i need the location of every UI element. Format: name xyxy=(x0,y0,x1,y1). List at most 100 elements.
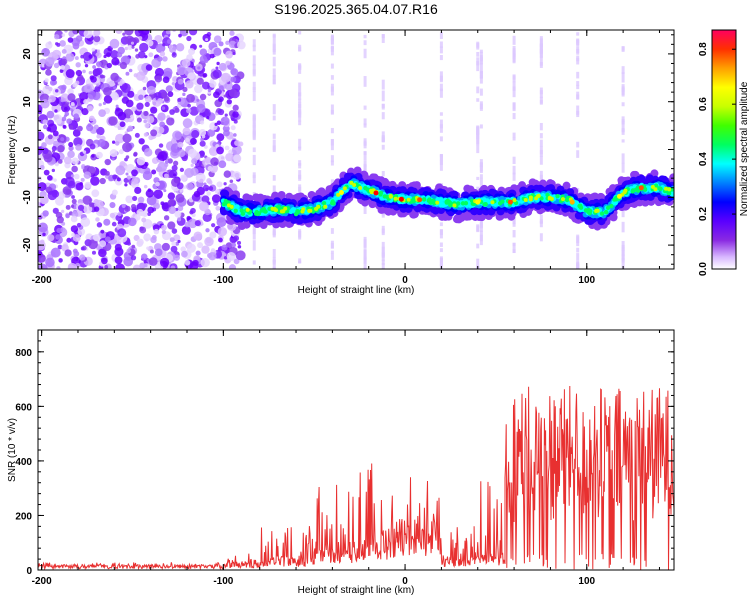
noise-blob xyxy=(66,237,72,243)
noise-blob xyxy=(144,55,148,59)
noise-blob xyxy=(76,222,82,228)
noise-blob xyxy=(134,48,139,52)
noise-blob xyxy=(187,218,198,229)
noise-blob xyxy=(154,67,164,77)
streak-mark xyxy=(298,46,302,52)
noise-blob xyxy=(56,266,61,269)
streak-mark xyxy=(621,46,625,52)
noise-blob xyxy=(143,119,147,124)
noise-blob xyxy=(38,176,43,182)
noise-blob xyxy=(162,56,168,62)
streak-mark xyxy=(512,137,516,141)
streak-mark xyxy=(252,229,256,240)
noise-blob xyxy=(124,118,130,123)
noise-blob xyxy=(171,82,175,86)
noise-blob xyxy=(204,156,212,164)
noise-blob xyxy=(115,104,119,108)
noise-blob xyxy=(126,175,131,180)
noise-blob xyxy=(65,69,75,79)
noise-blob xyxy=(131,177,139,185)
noise-blob xyxy=(171,241,177,247)
noise-blob xyxy=(177,217,182,222)
noise-blob xyxy=(109,149,118,158)
noise-blob xyxy=(143,184,148,189)
noise-blob xyxy=(77,125,83,132)
ridge-mark xyxy=(463,184,472,193)
noise-blob xyxy=(166,39,172,44)
streak-mark xyxy=(576,253,580,261)
noise-blob xyxy=(188,148,197,158)
noise-blob xyxy=(142,203,148,208)
streak-mark xyxy=(381,170,385,177)
streak-mark xyxy=(439,55,443,61)
noise-blob xyxy=(124,30,134,36)
streak-mark xyxy=(330,83,334,92)
ridge-mark xyxy=(342,186,347,191)
noise-blob xyxy=(54,162,59,167)
noise-blob xyxy=(82,195,92,205)
noise-blob xyxy=(83,171,92,179)
ridge-mark xyxy=(233,208,238,214)
noise-blob xyxy=(197,242,204,249)
streak-mark xyxy=(252,240,256,251)
streak-mark xyxy=(272,133,276,139)
noise-blob xyxy=(74,56,79,61)
streak-mark xyxy=(381,112,385,120)
noise-blob xyxy=(131,244,136,249)
streak-mark xyxy=(576,263,580,269)
noise-blob xyxy=(102,101,107,105)
noise-blob xyxy=(53,178,57,182)
noise-blob xyxy=(192,259,199,267)
noise-blob xyxy=(229,30,235,36)
streak-mark xyxy=(539,219,543,223)
streak-mark xyxy=(479,49,483,54)
streak-mark xyxy=(576,81,580,86)
streak-mark xyxy=(363,140,367,149)
streak-mark xyxy=(363,76,367,87)
noise-blob xyxy=(136,208,144,216)
streak-mark xyxy=(539,139,543,147)
streak-mark xyxy=(476,136,480,146)
noise-blob xyxy=(205,237,212,244)
streak-mark xyxy=(621,66,625,74)
ridge-mark xyxy=(547,195,552,200)
streak-mark xyxy=(621,213,625,218)
noise-blob xyxy=(157,97,164,104)
noise-blob xyxy=(104,170,110,176)
ridge-mark xyxy=(528,197,533,202)
ridge-mark xyxy=(426,198,432,203)
noise-blob xyxy=(136,156,146,166)
noise-blob xyxy=(70,204,75,208)
noise-blob xyxy=(126,248,132,254)
noise-blob xyxy=(110,49,119,59)
noise-blob xyxy=(218,96,224,102)
spectrogram-xtick-label: -200 xyxy=(32,275,52,286)
noise-blob xyxy=(42,210,49,217)
noise-blob xyxy=(216,217,227,228)
noise-blob xyxy=(96,83,100,87)
noise-blob xyxy=(233,235,240,242)
noise-blob xyxy=(111,189,118,196)
noise-blob xyxy=(224,113,228,117)
noise-blob xyxy=(228,88,238,98)
noise-blob xyxy=(235,250,246,261)
streak-mark xyxy=(381,103,385,108)
streak-mark xyxy=(272,49,276,55)
noise-blob xyxy=(68,142,74,148)
streak-mark xyxy=(272,115,276,121)
noise-blob xyxy=(41,47,51,57)
streak-mark xyxy=(381,79,385,90)
noise-blob xyxy=(41,142,47,148)
noise-blob xyxy=(117,212,122,217)
ridge-mark xyxy=(573,203,579,209)
noise-blob xyxy=(130,255,137,261)
ridge-mark xyxy=(242,220,251,229)
ridge-mark xyxy=(483,201,488,207)
noise-blob xyxy=(109,202,116,209)
noise-blob xyxy=(38,263,48,269)
noise-blob xyxy=(50,247,61,258)
noise-blob xyxy=(198,128,207,137)
streak-mark xyxy=(512,156,516,164)
streak-mark xyxy=(272,104,276,115)
streak-mark xyxy=(330,36,334,40)
